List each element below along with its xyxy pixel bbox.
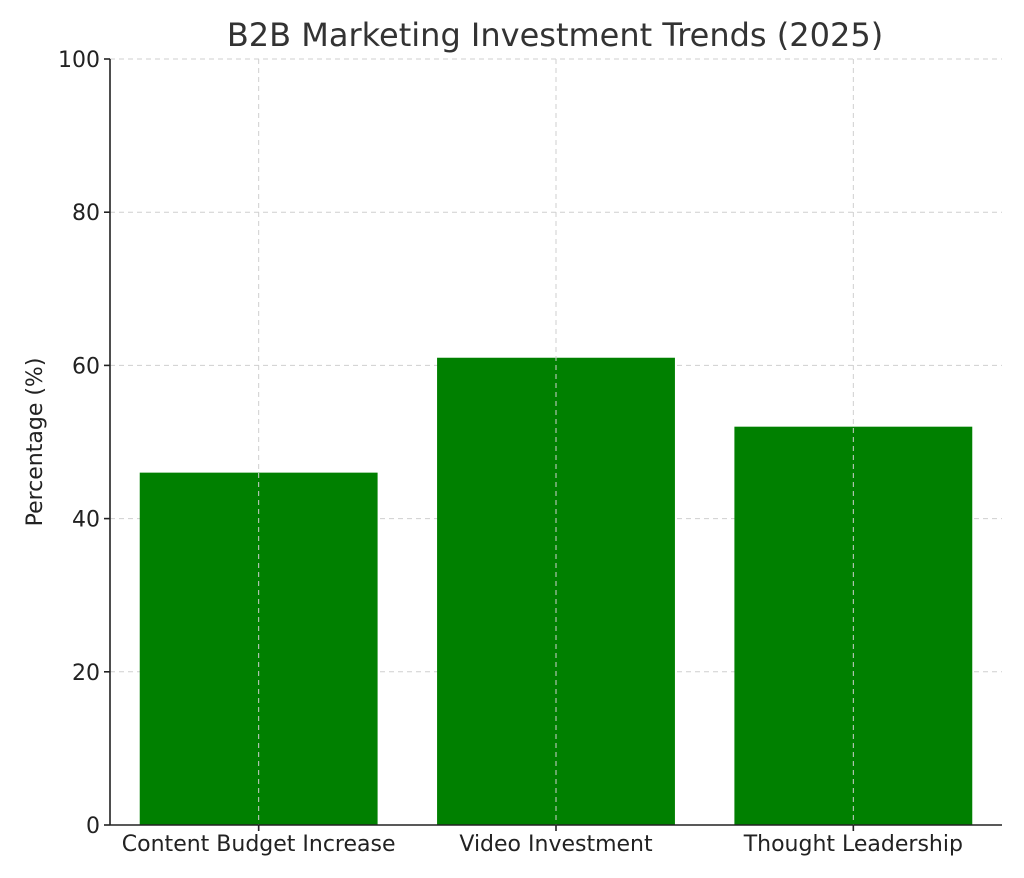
vertical-gridlines [258, 59, 854, 825]
x-tick-label: Video Investment [459, 832, 653, 857]
y-tick-label: 40 [72, 508, 100, 533]
axes [104, 58, 1002, 831]
y-axis-label: Percentage (%) [23, 358, 48, 527]
y-tick-labels: 0 20 40 60 80 100 [58, 48, 100, 839]
y-tick-label: 60 [72, 354, 100, 379]
x-tick-label: Thought Leadership [743, 832, 963, 857]
x-tick-labels: Content Budget Increase Video Investment T… [122, 832, 963, 857]
y-tick-label: 100 [58, 48, 100, 73]
y-tick-label: 20 [72, 661, 100, 686]
x-tick-label: Content Budget Increase [122, 832, 396, 857]
y-tick-label: 0 [86, 814, 100, 839]
y-tick-label: 80 [72, 201, 100, 226]
chart-title: B2B Marketing Investment Trends (2025) [227, 16, 883, 54]
